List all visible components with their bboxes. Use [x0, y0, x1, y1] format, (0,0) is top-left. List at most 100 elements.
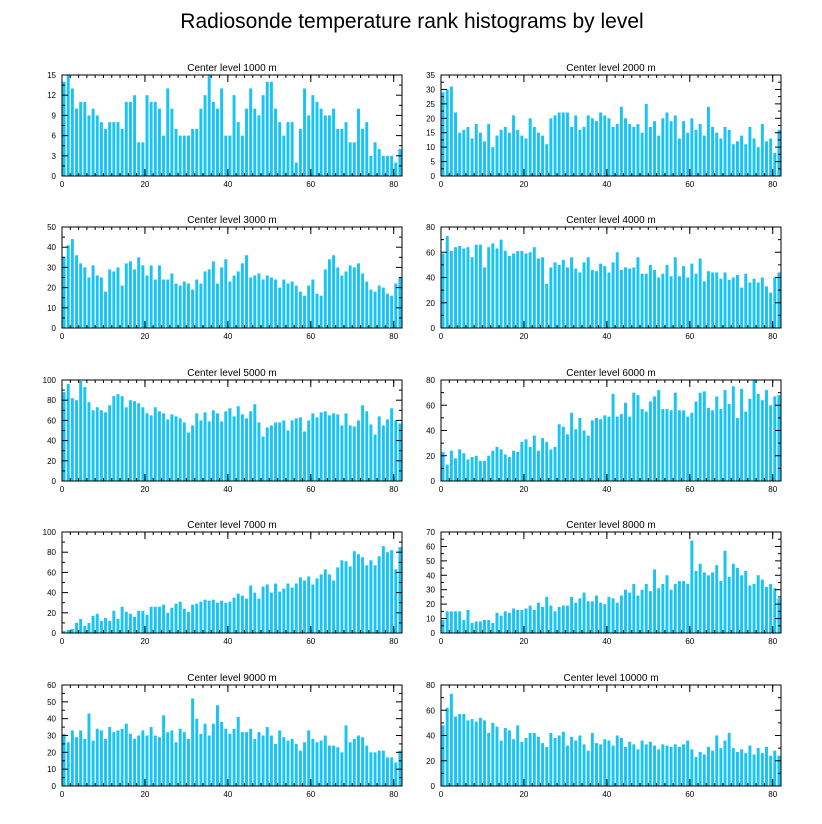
bar	[507, 612, 511, 633]
bar	[624, 589, 627, 633]
bar	[108, 122, 112, 176]
bar	[91, 740, 95, 786]
bar	[356, 263, 360, 328]
bar	[586, 115, 590, 176]
bar	[657, 588, 661, 633]
y-tick-label: 40	[426, 427, 435, 436]
panel-title: Center level 9000 m	[187, 673, 277, 684]
bar	[611, 598, 615, 633]
bar	[195, 718, 199, 786]
bar	[319, 412, 323, 481]
bar	[507, 730, 511, 786]
bar	[327, 115, 331, 176]
bar	[191, 604, 195, 633]
bar	[216, 108, 219, 176]
bar	[520, 441, 524, 481]
bar	[323, 269, 327, 328]
y-tick-label: 30	[47, 732, 56, 741]
y-tick-label: 9	[52, 111, 57, 120]
bar	[66, 384, 70, 481]
y-tick-label: 0	[52, 477, 57, 486]
bar	[611, 745, 615, 786]
bar	[386, 293, 389, 328]
bar	[182, 732, 186, 786]
bar	[715, 396, 719, 481]
bar	[769, 292, 773, 328]
x-tick-label: 80	[768, 790, 777, 799]
bar	[157, 411, 161, 481]
bar	[290, 587, 294, 633]
bar	[603, 604, 607, 633]
bar	[491, 450, 495, 481]
bar	[365, 281, 369, 328]
bar	[532, 247, 536, 328]
panel-4: Center level 4000 m 0 20 40 60 80 0 20 40 60 80	[426, 215, 782, 341]
bar	[228, 135, 232, 176]
bar	[348, 566, 352, 633]
bar	[590, 118, 594, 176]
bar	[541, 257, 545, 328]
bar	[249, 585, 253, 633]
bar	[520, 250, 524, 328]
bar	[516, 725, 520, 786]
panel-1: Center level 1000 m 0 20 40 60 80 0 3 6 9 12 15	[47, 63, 403, 189]
y-tick-label: 60	[47, 681, 56, 690]
bar	[104, 617, 108, 633]
bar	[661, 744, 665, 786]
bar	[723, 550, 727, 633]
bar	[220, 600, 224, 633]
bar	[315, 417, 319, 481]
bar	[290, 420, 294, 481]
bar	[499, 740, 503, 786]
y-tick-label: 10	[47, 304, 56, 313]
bar	[352, 738, 356, 786]
bar	[323, 569, 327, 633]
y-tick-label: 60	[47, 416, 56, 425]
bar	[706, 271, 710, 328]
bar	[740, 575, 744, 633]
bar	[116, 122, 120, 176]
panel-6: Center level 6000 m 0 20 40 60 80 0 20 40 60 80	[426, 368, 782, 494]
bar	[458, 245, 462, 328]
bar	[348, 142, 352, 176]
bar	[698, 751, 702, 786]
bar	[702, 754, 706, 786]
bar	[182, 422, 186, 481]
bar	[166, 419, 170, 481]
bar	[261, 735, 265, 786]
x-tick-label: 60	[685, 637, 694, 646]
x-tick-label: 20	[140, 180, 149, 189]
y-tick-label: 30	[426, 85, 435, 94]
bar	[491, 243, 495, 328]
bar	[644, 273, 648, 328]
bar	[95, 275, 99, 328]
bar	[711, 572, 715, 633]
y-tick-label: 40	[47, 437, 56, 446]
bar	[653, 121, 657, 176]
figure-title: Radiosonde temperature rank histograms b…	[180, 10, 643, 33]
bar	[191, 425, 195, 481]
bar	[557, 607, 561, 633]
bar	[512, 739, 516, 786]
bar	[553, 738, 557, 786]
bar	[549, 605, 553, 633]
bar	[590, 420, 594, 481]
bar	[748, 398, 752, 481]
bar	[220, 421, 224, 481]
bar	[133, 616, 137, 633]
bar	[503, 250, 507, 328]
y-tick-label: 80	[426, 223, 435, 232]
bar	[83, 101, 87, 176]
bar	[445, 464, 449, 481]
bar	[702, 391, 706, 481]
y-tick-label: 20	[47, 457, 56, 466]
bar	[261, 279, 265, 328]
bar	[290, 122, 294, 176]
bar	[624, 402, 627, 481]
bar	[207, 75, 211, 176]
bar	[636, 257, 640, 328]
bar	[495, 612, 499, 633]
bar	[690, 540, 694, 633]
bar	[777, 755, 781, 786]
bar	[665, 112, 669, 176]
